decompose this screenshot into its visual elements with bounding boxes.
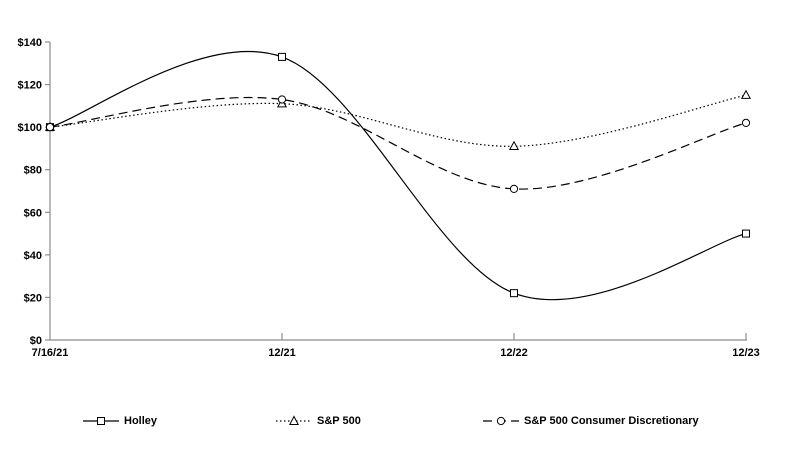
holley-marker: [742, 229, 750, 238]
y-axis-label: $80: [24, 165, 42, 177]
legend-label-holley: Holley: [124, 415, 158, 427]
s-p-500-consumer-discretionary-marker: [277, 95, 287, 104]
performance-chart: $0 $20 $40 $60 $80 $100 $120 $140 7/16/21 12/21 12…: [18, 37, 760, 359]
s-p-500-marker: [740, 89, 752, 99]
s-p-500-consumer-discretionary-marker: [509, 184, 519, 193]
s-p-500-line: [49, 94, 747, 147]
x-axis-label: 12/22: [500, 347, 528, 359]
square-marker-solid-line-icon: [83, 417, 119, 425]
y-axis-label: $100: [18, 122, 42, 134]
y-axis-label: $140: [18, 37, 42, 49]
holley-marker: [278, 52, 286, 61]
legend-item-holley: Holley: [83, 414, 157, 428]
s-p-500-consumer-discretionary-line: [49, 96, 747, 190]
s-p-500-marker: [508, 140, 520, 150]
y-axis-label: $40: [24, 250, 42, 262]
axis-lines: [49, 42, 747, 341]
holley-marker: [510, 289, 518, 298]
legend-item-sp500: S&P 500: [276, 414, 361, 428]
holley-line: [49, 50, 747, 301]
y-axis-label: $20: [24, 292, 42, 304]
legend-label-sp500: S&P 500: [317, 415, 361, 427]
y-axis-label: $60: [24, 207, 42, 219]
s-p-500-consumer-discretionary-marker: [45, 123, 55, 132]
x-axis-label: 12/21: [268, 347, 296, 359]
legend-item-sp500-consumer-discretionary: S&P 500 Consumer Discretionary: [483, 414, 699, 428]
y-axis-label: $0: [30, 335, 42, 347]
s-p-500-consumer-discretionary-marker: [741, 118, 751, 127]
triangle-marker-dotted-line-icon: [276, 415, 312, 425]
x-axis-label: 7/16/21: [32, 347, 69, 359]
x-axis-label: 12/23: [732, 347, 760, 359]
legend-label-sp500-consumer-discretionary: S&P 500 Consumer Discretionary: [524, 415, 699, 427]
y-axis-label: $120: [18, 80, 42, 92]
circle-marker-dashed-line-icon: [483, 416, 519, 426]
